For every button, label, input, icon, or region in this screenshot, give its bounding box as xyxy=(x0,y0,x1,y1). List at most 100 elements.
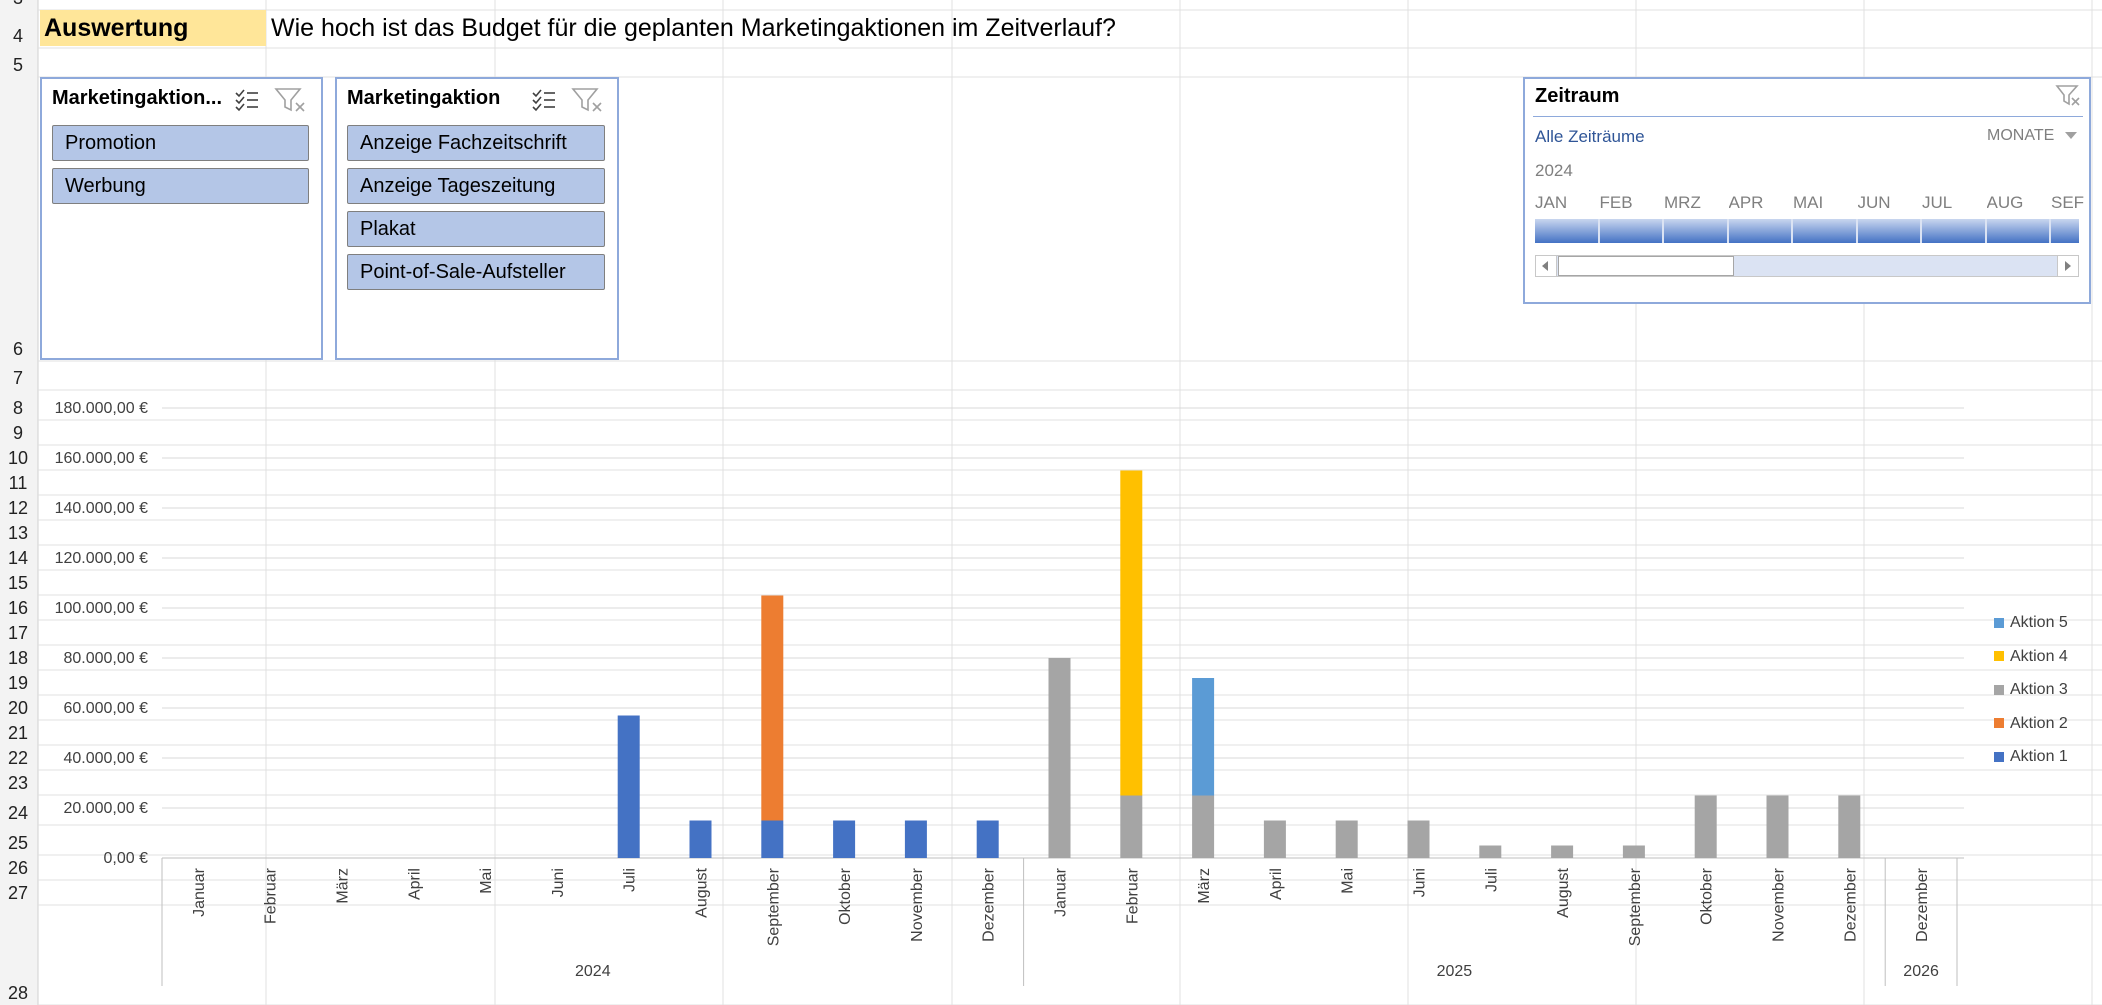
clear-filter-icon[interactable] xyxy=(274,88,305,112)
question-text: Wie hoch ist das Budget für die geplante… xyxy=(271,14,1116,42)
timeline-month-label[interactable]: FEB xyxy=(1599,193,1633,212)
row-number[interactable]: 11 xyxy=(8,473,28,493)
bar-aktion-3[interactable] xyxy=(1838,795,1861,859)
row-number[interactable]: 28 xyxy=(7,983,29,1003)
bar-aktion-4[interactable] xyxy=(1120,470,1143,796)
timeline-month-label[interactable]: JUN xyxy=(1857,193,1891,212)
x-tick-label: Dezember xyxy=(1842,867,1859,941)
legend-item[interactable]: Aktion 2 xyxy=(1994,715,2068,733)
bar-aktion-3[interactable] xyxy=(1622,845,1645,859)
scroll-left-button[interactable] xyxy=(1536,256,1557,276)
row-number[interactable]: 6 xyxy=(12,339,23,359)
row-number[interactable]: 16 xyxy=(7,598,29,618)
timeline-month-label[interactable]: JAN xyxy=(1535,193,1568,212)
slicer-item-werbung[interactable]: Werbung xyxy=(52,168,309,204)
bar-aktion-3[interactable] xyxy=(1192,795,1215,859)
timeline-month-label[interactable]: MAI xyxy=(1793,193,1824,212)
legend-item[interactable]: Aktion 1 xyxy=(1994,748,2068,766)
x-tick-label: September xyxy=(1627,867,1644,946)
arrow-left-icon xyxy=(1542,261,1548,271)
bar-aktion-3[interactable] xyxy=(1407,820,1430,859)
bar-aktion-3[interactable] xyxy=(1479,845,1502,859)
row-number[interactable]: 3 xyxy=(0,0,36,9)
legend-item[interactable]: Aktion 5 xyxy=(1994,614,2068,632)
row-number[interactable]: 22 xyxy=(7,748,29,768)
slicer-item-promotion[interactable]: Promotion xyxy=(52,125,309,161)
row-number[interactable]: 18 xyxy=(7,648,29,668)
row-number[interactable]: 5 xyxy=(12,55,23,75)
time-level-dropdown[interactable]: MONATE xyxy=(1987,127,2077,145)
slicer-item-plakat[interactable]: Plakat xyxy=(347,211,605,247)
row-number[interactable]: 14 xyxy=(7,548,29,568)
y-tick-label: 0,00 € xyxy=(104,850,149,867)
timeline-month-divider xyxy=(1855,219,1858,243)
clear-filter-icon[interactable] xyxy=(2055,83,2081,109)
x-tick-label: April xyxy=(406,868,423,900)
row-number[interactable]: 8 xyxy=(12,398,23,418)
row-number[interactable]: 20 xyxy=(7,698,29,718)
bar-aktion-3[interactable] xyxy=(1120,795,1143,859)
bar-aktion-1[interactable] xyxy=(904,820,927,859)
row-number[interactable]: 15 xyxy=(7,573,29,593)
arrow-right-icon xyxy=(2065,261,2071,271)
bar-aktion-1[interactable] xyxy=(833,820,856,859)
budget-chart[interactable]: 0,00 € 20.000,00 € 40.000,00 € 60.000,00 € 8… xyxy=(40,390,2100,1000)
y-tick-label: 60.000,00 € xyxy=(63,700,148,717)
y-tick-label: 100.000,00 € xyxy=(55,600,149,617)
row-number[interactable]: 21 xyxy=(7,723,29,743)
bar-aktion-3[interactable] xyxy=(1694,795,1717,859)
legend-item[interactable]: Aktion 4 xyxy=(1994,648,2068,666)
slicer-item-tageszeitung[interactable]: Anzeige Tageszeitung xyxy=(347,168,605,204)
row-number[interactable]: 12 xyxy=(7,498,29,518)
row-number[interactable]: 9 xyxy=(12,423,23,443)
scroll-thumb[interactable] xyxy=(1558,256,1734,276)
row-number[interactable]: 23 xyxy=(7,773,29,793)
clear-filter-icon[interactable] xyxy=(571,88,602,112)
x-tick-label: Dezember xyxy=(1914,867,1931,941)
row-number[interactable]: 19 xyxy=(7,673,29,693)
timeline-scrollbar[interactable] xyxy=(1535,255,2079,277)
bar-aktion-3[interactable] xyxy=(1048,658,1071,858)
year-group-label: 2025 xyxy=(1437,963,1473,980)
bar-aktion-1[interactable] xyxy=(617,715,640,859)
all-periods-link[interactable]: Alle Zeiträume xyxy=(1535,127,1645,146)
row-number[interactable]: 13 xyxy=(7,523,29,543)
row-number[interactable]: 25 xyxy=(7,833,29,853)
row-number[interactable]: 26 xyxy=(7,858,29,878)
scroll-right-button[interactable] xyxy=(2057,256,2078,276)
row-number[interactable]: 24 xyxy=(7,803,29,823)
row-number[interactable]: 27 xyxy=(7,883,29,903)
timeline-month-label[interactable]: JUL xyxy=(1922,193,1953,212)
bar-aktion-1[interactable] xyxy=(689,820,712,859)
bar-aktion-3[interactable] xyxy=(1551,845,1574,859)
multi-select-icon[interactable] xyxy=(235,89,258,112)
timeline-zeitraum[interactable]: Zeitraum Alle Zeiträume MONATE 2024 JAN F… xyxy=(1523,77,2091,304)
timeline-month-label[interactable]: AUG xyxy=(1986,193,2024,212)
slicer-item-pos-aufsteller[interactable]: Point-of-Sale-Aufsteller xyxy=(347,254,605,290)
x-tick-label: Mai xyxy=(478,868,495,894)
slicer-header: Marketingaktion... xyxy=(52,87,223,109)
row-number[interactable]: 4 xyxy=(12,26,23,46)
timeline-month-divider xyxy=(2049,219,2051,243)
bar-aktion-2[interactable] xyxy=(761,595,784,821)
row-number[interactable]: 10 xyxy=(7,448,29,468)
row-number[interactable]: 7 xyxy=(12,368,23,388)
timeline-month-label[interactable]: MRZ xyxy=(1664,193,1701,212)
bar-aktion-3[interactable] xyxy=(1263,820,1286,859)
slicer-item-fachzeitschrift[interactable]: Anzeige Fachzeitschrift xyxy=(347,125,605,161)
bar-aktion-1[interactable] xyxy=(761,820,784,859)
multi-select-icon[interactable] xyxy=(532,89,555,112)
evaluation-label: Auswertung xyxy=(40,10,266,46)
bar-aktion-3[interactable] xyxy=(1766,795,1789,859)
bar-aktion-5[interactable] xyxy=(1192,678,1215,796)
timeline-month-label[interactable]: APR xyxy=(1728,193,1764,212)
slicer-marketing-action[interactable]: Marketingaktion Anzeige Fachzeitschrift … xyxy=(335,77,619,360)
row-number[interactable]: 17 xyxy=(7,623,29,643)
legend-label: Aktion 2 xyxy=(2010,714,2068,732)
bar-aktion-3[interactable] xyxy=(1335,820,1358,859)
legend-item[interactable]: Aktion 3 xyxy=(1994,681,2068,699)
timeline-bar[interactable] xyxy=(1535,219,2079,243)
timeline-month-label[interactable]: SEF xyxy=(2051,193,2085,212)
bar-aktion-1[interactable] xyxy=(976,820,999,859)
slicer-marketing-type[interactable]: Marketingaktion... Promotion Werbung xyxy=(40,77,323,360)
